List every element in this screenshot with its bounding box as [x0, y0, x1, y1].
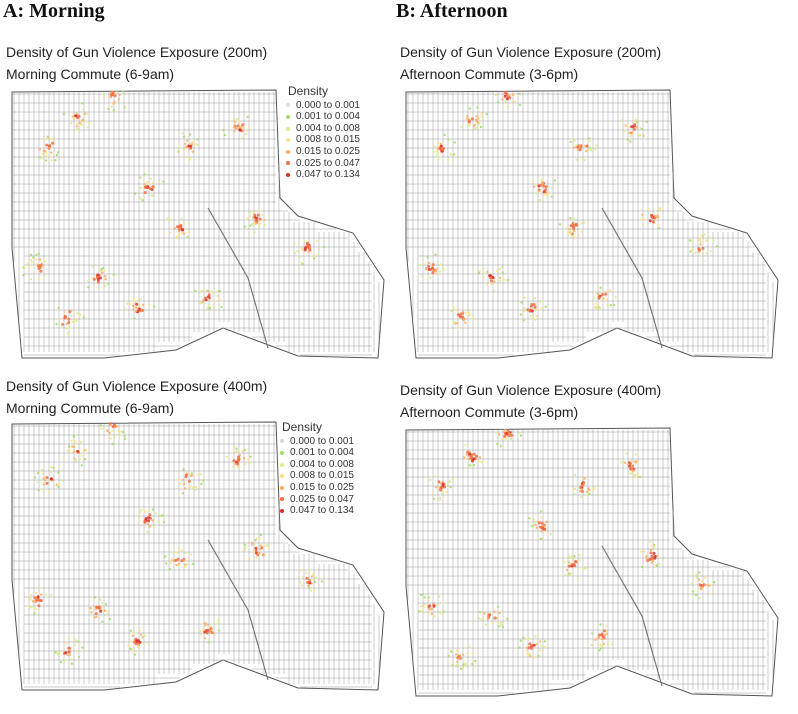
panel-title: Density of Gun Violence Exposure (200m)	[400, 44, 661, 60]
legend-swatch	[286, 103, 290, 107]
legend-swatch	[280, 497, 284, 501]
legend-row: 0.015 to 0.025	[286, 146, 360, 158]
panel-title: Density of Gun Violence Exposure (400m)	[6, 378, 267, 394]
legend-row: 0.000 to 0.001	[280, 436, 354, 448]
legend-row: 0.047 to 0.134	[280, 505, 354, 517]
legend-range: 0.001 to 0.004	[296, 111, 360, 123]
legend-title: Density	[288, 86, 360, 98]
heading-afternoon: B: Afternoon	[396, 0, 508, 23]
panel-afternoon-200m: Density of Gun Violence Exposure (200m) …	[394, 40, 786, 380]
legend-row: 0.001 to 0.004	[286, 111, 360, 123]
panel-subtitle: Afternoon Commute (3-6pm)	[400, 404, 578, 420]
panel-morning-200m: Density of Gun Violence Exposure (200m) …	[0, 40, 392, 380]
legend-swatch	[280, 474, 284, 478]
legend-swatch	[280, 509, 284, 513]
legend-range: 0.047 to 0.134	[290, 505, 354, 517]
panel-morning-400m: Density of Gun Violence Exposure (400m) …	[0, 374, 392, 714]
panel-title: Density of Gun Violence Exposure (200m)	[6, 44, 267, 60]
legend-row: 0.004 to 0.008	[286, 123, 360, 135]
legend-row: 0.025 to 0.047	[286, 158, 360, 170]
legend-swatch	[280, 451, 284, 455]
legend-swatch	[280, 486, 284, 490]
legend-swatch	[286, 127, 290, 131]
legend-range: 0.008 to 0.015	[296, 134, 360, 146]
panel-title: Density of Gun Violence Exposure (400m)	[400, 382, 661, 398]
legend-range: 0.004 to 0.008	[296, 123, 360, 135]
legend-row: 0.015 to 0.025	[280, 482, 354, 494]
legend-range: 0.000 to 0.001	[290, 436, 354, 448]
legend-swatch	[280, 439, 284, 443]
legend-range: 0.004 to 0.008	[290, 459, 354, 471]
legend-row: 0.008 to 0.015	[280, 470, 354, 482]
legend-swatch	[286, 138, 290, 142]
panel-afternoon-400m: Density of Gun Violence Exposure (400m) …	[394, 374, 786, 714]
legend-title: Density	[282, 422, 354, 434]
legend-swatch	[286, 115, 290, 119]
legend-range: 0.047 to 0.134	[296, 169, 360, 181]
legend-row: 0.004 to 0.008	[280, 459, 354, 471]
panel-subtitle: Afternoon Commute (3-6pm)	[400, 66, 578, 82]
legend-swatch	[286, 161, 290, 165]
legend-range: 0.025 to 0.047	[296, 158, 360, 170]
legend-row: 0.047 to 0.134	[286, 169, 360, 181]
legend-row: 0.000 to 0.001	[286, 100, 360, 112]
heading-morning: A: Morning	[3, 0, 105, 23]
legend-range: 0.025 to 0.047	[290, 494, 354, 506]
panel-subtitle: Morning Commute (6-9am)	[6, 400, 174, 416]
panel-subtitle: Morning Commute (6-9am)	[6, 66, 174, 82]
legend-swatch	[286, 173, 290, 177]
legend-range: 0.015 to 0.025	[296, 146, 360, 158]
legend-range: 0.008 to 0.015	[290, 470, 354, 482]
legend-row: 0.008 to 0.015	[286, 134, 360, 146]
legend-range: 0.000 to 0.001	[296, 100, 360, 112]
density-map	[402, 88, 782, 368]
legend-range: 0.015 to 0.025	[290, 482, 354, 494]
density-map	[402, 426, 782, 706]
legend-swatch	[286, 150, 290, 154]
legend-row: 0.001 to 0.004	[280, 447, 354, 459]
legend-range: 0.001 to 0.004	[290, 447, 354, 459]
legend-row: 0.025 to 0.047	[280, 494, 354, 506]
legend-swatch	[280, 463, 284, 467]
